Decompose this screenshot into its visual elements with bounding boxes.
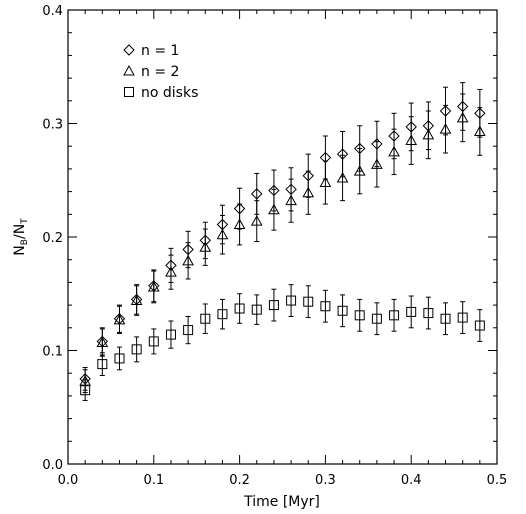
triangle-point [405, 134, 418, 146]
square-point [97, 359, 108, 370]
y-tick-label: 0.3 [42, 118, 63, 133]
square-point [371, 313, 382, 324]
x-tick-label: 0.5 [487, 473, 508, 488]
triangle-point [147, 280, 160, 292]
square-point [354, 310, 365, 321]
square-point [114, 353, 125, 364]
y-axis-label: NB/NT [12, 218, 30, 256]
triangle-point [216, 228, 229, 240]
y-tick-label: 0.0 [42, 458, 63, 473]
triangle-point [233, 218, 246, 230]
triangle-point [268, 203, 280, 215]
legend-label: n = 2 [141, 64, 179, 80]
triangle-point [130, 294, 143, 306]
square-point [200, 313, 211, 324]
y-axis: 0.0 0.1 0.2 0.3 0.4 [42, 4, 497, 473]
x-tick-label: 0.1 [143, 473, 164, 488]
x-axis-label: Time [Myr] [243, 494, 320, 510]
y-tick-label: 0.4 [42, 4, 63, 19]
legend-label: n = 1 [141, 43, 179, 59]
square-point [457, 312, 468, 323]
square-point [183, 325, 194, 336]
square-point [131, 344, 142, 355]
legend-marker-diamond [123, 44, 135, 56]
triangle-point [199, 241, 212, 252]
triangle-point [388, 145, 400, 157]
square-point [320, 301, 331, 312]
square-point [165, 329, 176, 340]
square-point [389, 310, 400, 321]
triangle-point [353, 165, 366, 176]
square-point [148, 336, 159, 347]
triangle-point [456, 111, 469, 123]
legend-marker-square [124, 87, 134, 97]
triangle-point [165, 266, 177, 277]
y-tick-label: 0.2 [42, 231, 63, 246]
y-axis-label-den: /N [12, 224, 28, 239]
square-point [440, 313, 451, 324]
square-point [406, 306, 417, 317]
triangle-point [336, 171, 349, 183]
x-tick-label: 0.3 [315, 473, 336, 488]
diamond-point [251, 188, 263, 200]
square-point [268, 300, 279, 311]
triangle-point [113, 313, 126, 325]
triangle-point [319, 176, 332, 188]
data-series [79, 82, 486, 401]
legend-label: no disks [141, 85, 198, 101]
triangle-point [439, 123, 452, 134]
triangle-point [302, 186, 315, 198]
y-axis-label-num-sub: B [20, 239, 30, 245]
square-point [251, 304, 262, 315]
triangle-point [371, 158, 383, 169]
legend: n = 1 n = 2 no disks [123, 43, 198, 101]
y-axis-label-main: N [12, 245, 28, 255]
triangle-point [285, 194, 297, 206]
square-point [303, 296, 314, 307]
triangle-point [182, 254, 194, 266]
square-point [423, 308, 434, 319]
y-tick-label: 0.1 [42, 345, 63, 360]
square-point [80, 385, 91, 396]
square-point [217, 309, 228, 320]
x-tick-label: 0.2 [229, 473, 250, 488]
triangle-point [422, 128, 435, 140]
x-tick-label: 0.0 [58, 473, 79, 488]
legend-marker-triangle [123, 64, 135, 76]
triangle-point [250, 215, 263, 226]
square-point [286, 295, 297, 306]
plot-frame [67, 9, 498, 465]
y-axis-label-den-sub: T [20, 218, 30, 225]
x-tick-label: 0.4 [401, 473, 422, 488]
square-point [474, 320, 485, 331]
square-point [337, 305, 348, 316]
square-point [234, 303, 245, 314]
x-axis: 0.0 0.1 0.2 0.3 0.4 0.5 [58, 10, 508, 488]
triangle-point [473, 125, 486, 136]
triangle-point [96, 336, 109, 348]
